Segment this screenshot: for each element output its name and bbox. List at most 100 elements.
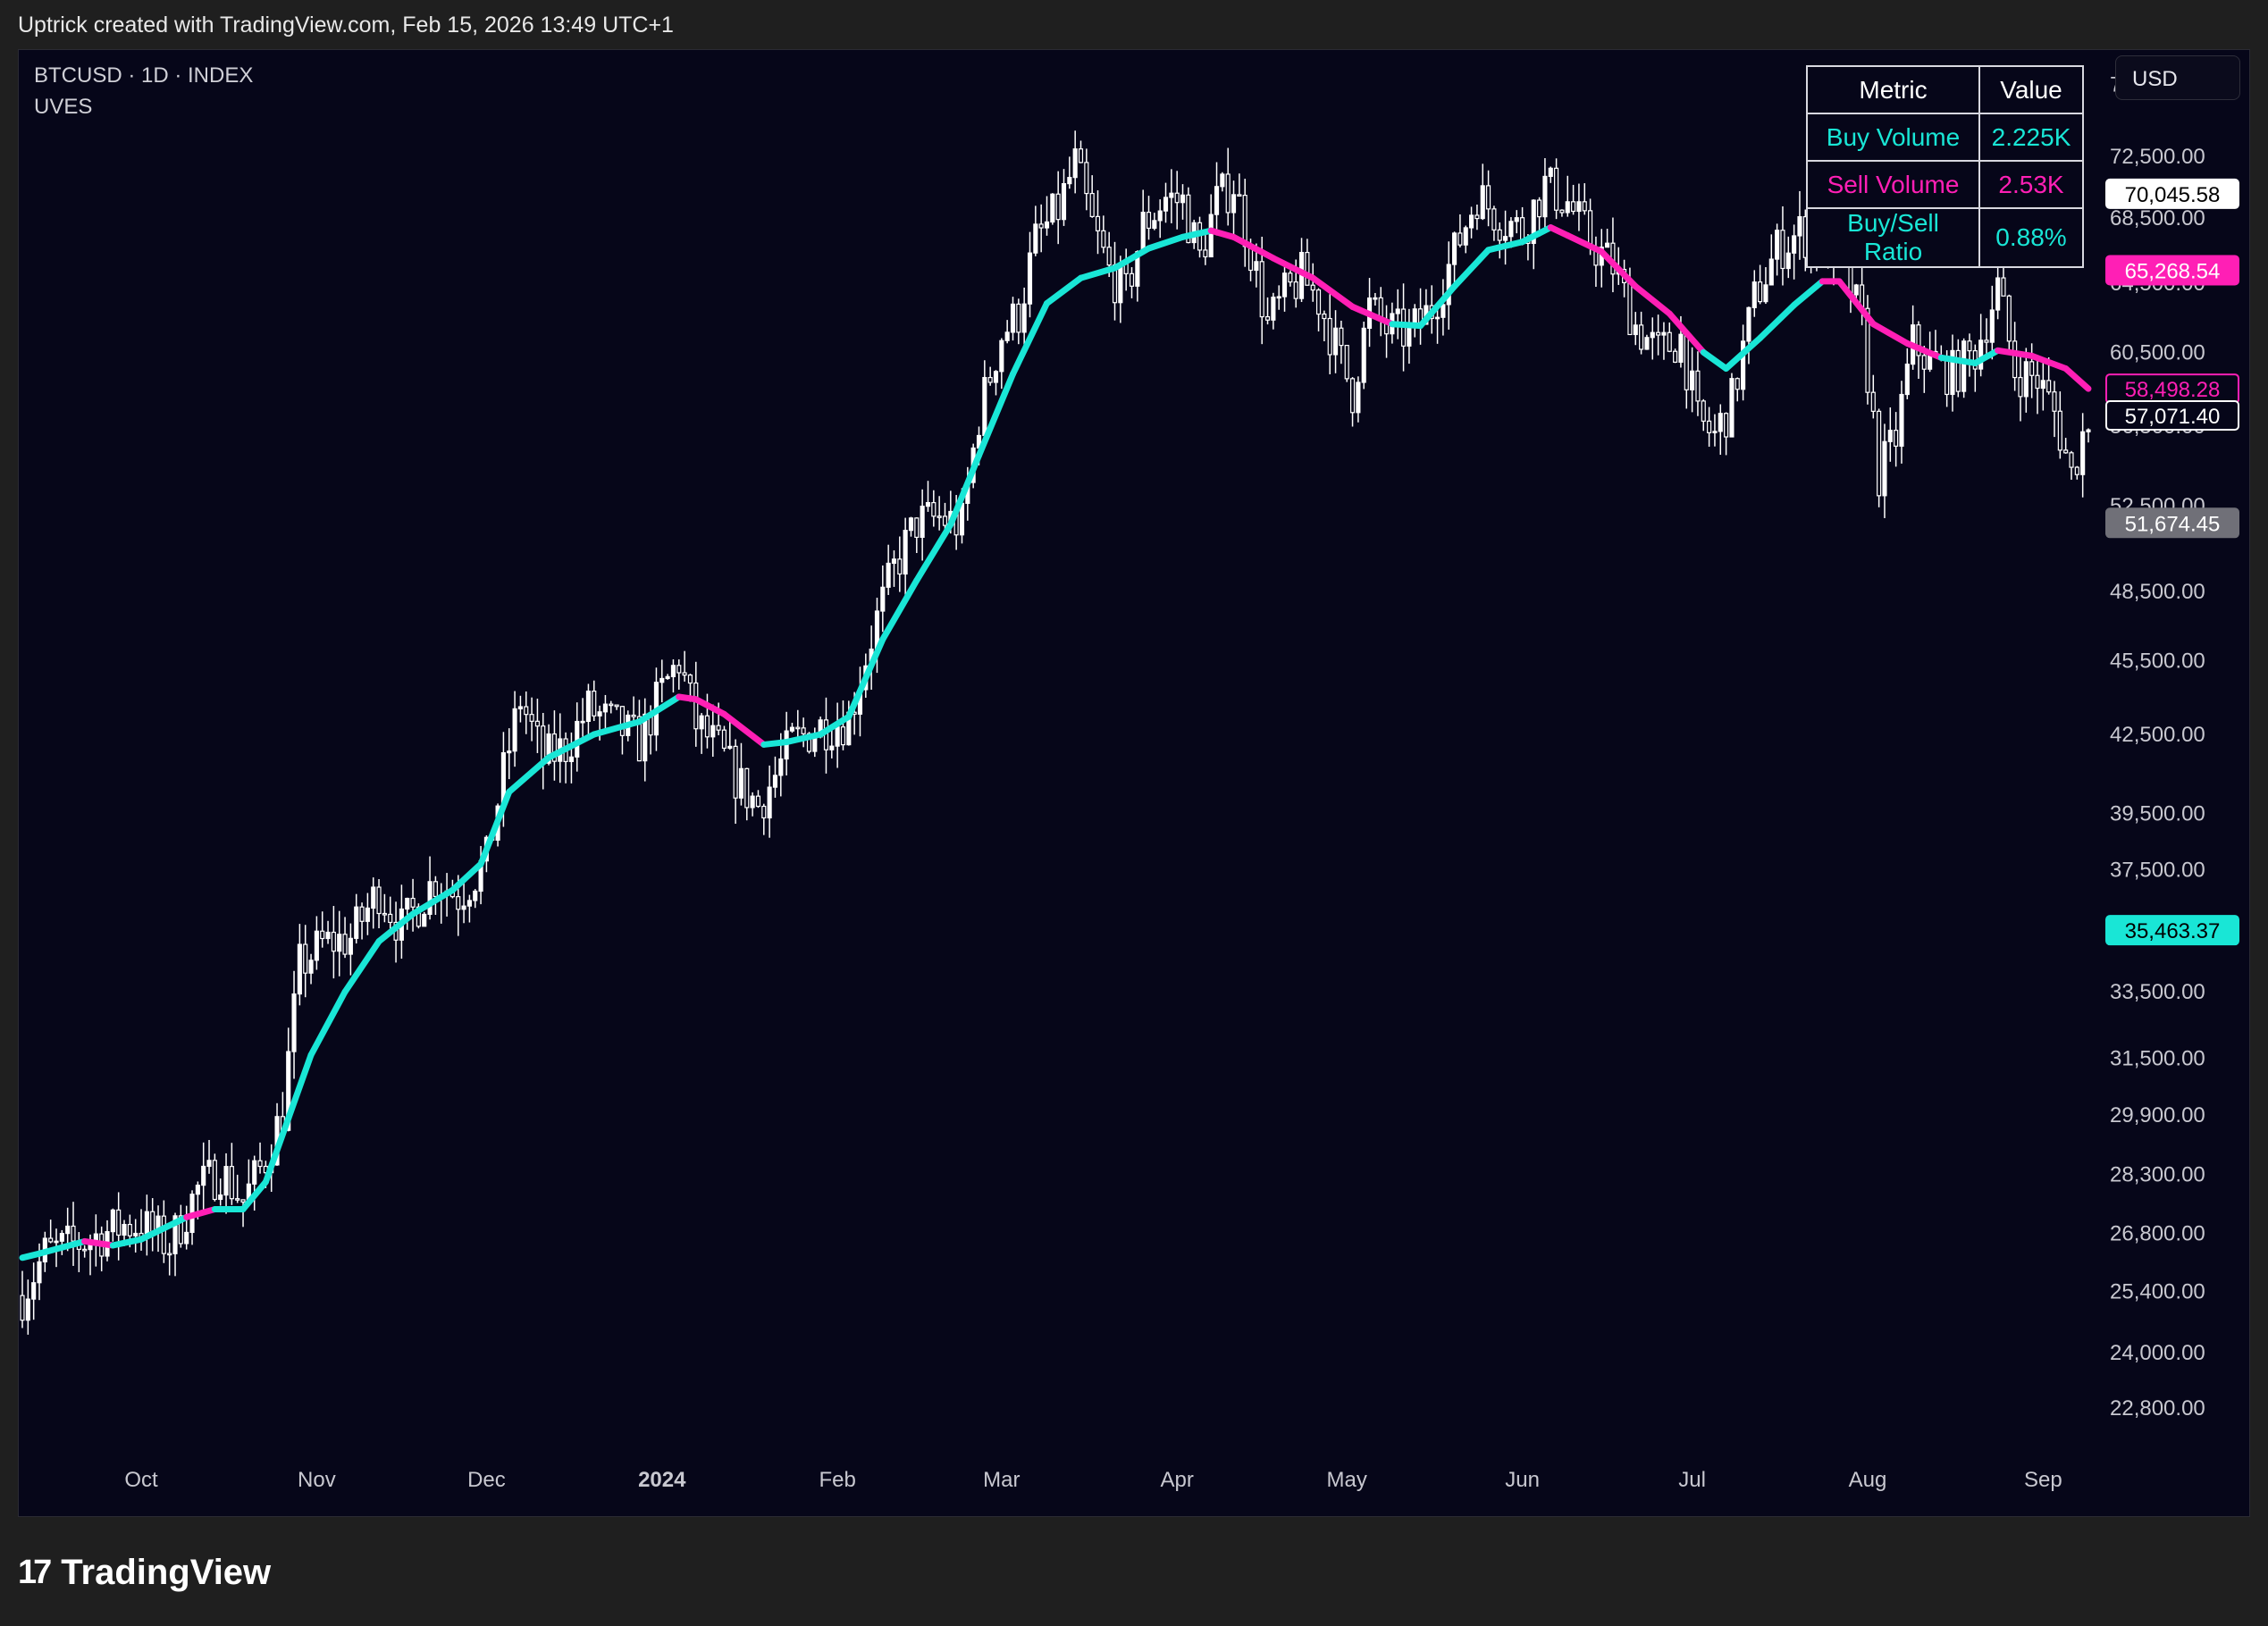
candle-body [1565,201,1570,214]
ma-segment [693,696,727,717]
candle-body [1225,173,1231,214]
candle-body [405,897,410,910]
candle-body [1327,317,1332,356]
candle-body [693,682,699,730]
ma-segment [1547,224,1571,239]
chart-panel[interactable]: 77,500.0072,500.0068,500.0064,500.0060,5… [18,49,2250,1517]
ma-line-series [19,224,2092,1261]
candle-body [1021,303,1027,333]
candle-body [1434,316,1441,320]
candle-body [2086,429,2091,432]
candle-body [1775,230,1780,260]
candle-body [1735,378,1740,390]
ma-segment [1564,232,1605,256]
x-tick-label: Apr [1161,1468,1194,1492]
candle-body [1582,201,1587,212]
candle-body [1322,313,1327,320]
ma-segment [1835,278,1877,328]
price-label-text: 70,045.58 [2125,183,2221,207]
price-label-box [2105,399,2239,431]
candle-body [308,960,314,974]
candle-body [636,716,642,762]
candle-body [534,720,540,727]
tradingview-logo[interactable]: 17 TradingView [18,1553,271,1593]
candle-body [1203,249,1208,258]
price-label: 35,463.37 [2105,915,2239,946]
candle-body [212,1160,217,1201]
candle-body [20,1295,25,1321]
candle-body [592,691,597,717]
candle-body [676,665,682,674]
candle-body [1264,315,1271,321]
candle-body [897,558,903,575]
metric-value: 0.88% [1978,207,2084,268]
candle-body [1633,324,1638,336]
y-tick-label: 45,500.00 [2110,649,2205,673]
ma-segment [81,1237,116,1249]
metrics-header-metric: Metric [1806,65,1980,114]
y-tick-label: 39,500.00 [2110,802,2205,826]
candle-body [699,715,704,730]
ma-segment [1995,347,2036,359]
candle-body [127,1223,132,1236]
candle-body [1293,281,1298,299]
tradingview-mark-icon: 17 [18,1554,52,1591]
candle-body [1412,308,1417,325]
currency-selector[interactable]: USD [2115,55,2240,100]
ma-segment [375,910,416,945]
candle-body [1463,227,1468,246]
candle-body [1441,304,1446,318]
ma-segment [109,1236,145,1249]
candle-body [184,1231,189,1245]
candle-body [1129,272,1135,287]
candle-body [1894,430,1899,447]
ma-segment [138,1213,190,1243]
candle-body [1899,393,1904,447]
candle-body [1644,337,1650,350]
candle-body [422,913,427,927]
candle-body [82,1248,88,1252]
candle-body [1508,221,1514,238]
candle-body [1281,272,1288,298]
candle-body [1542,175,1548,218]
candle-body [229,1166,234,1200]
candle-body [1746,306,1751,342]
y-tick-label: 48,500.00 [2110,580,2205,604]
candle-body [1785,252,1791,270]
x-tick-label: Sep [2024,1468,2062,1492]
candle-body [920,506,925,538]
candle-body [1474,214,1480,220]
candle-body [1904,364,1910,396]
metric-label: Buy Volume [1806,113,1980,162]
candle-body [371,886,376,909]
ma-segment [1519,224,1554,246]
x-tick-label: Mar [983,1468,1020,1492]
candle-body [512,708,517,752]
price-chart[interactable]: 77,500.0072,500.0068,500.0064,500.0060,5… [19,50,2249,1516]
candle-body [65,1225,71,1235]
candle-body [1231,194,1237,214]
candle-body [1707,420,1712,433]
price-label-box [2105,178,2239,209]
candle-body [942,515,948,526]
candle-body [2052,391,2057,412]
price-label-box [2105,507,2239,539]
price-label: 57,071.40 [2105,399,2239,431]
ma-segment [1349,303,1396,328]
candle-body [1690,370,1695,390]
candle-body [727,745,733,750]
candle-body [1865,307,1870,393]
candle-body [772,775,778,788]
ma-segment [1417,283,1458,330]
candle-body [1349,378,1356,414]
ma-segment [2029,352,2070,372]
candle-body [778,758,784,776]
candle-body [206,1160,212,1168]
candle-body [1361,327,1366,383]
candle-body [161,1215,166,1254]
candle-body [1174,192,1180,204]
candle-body [1984,339,1989,343]
candle-body [427,881,433,916]
candle-body [1916,324,1921,356]
candle-body [551,733,557,762]
